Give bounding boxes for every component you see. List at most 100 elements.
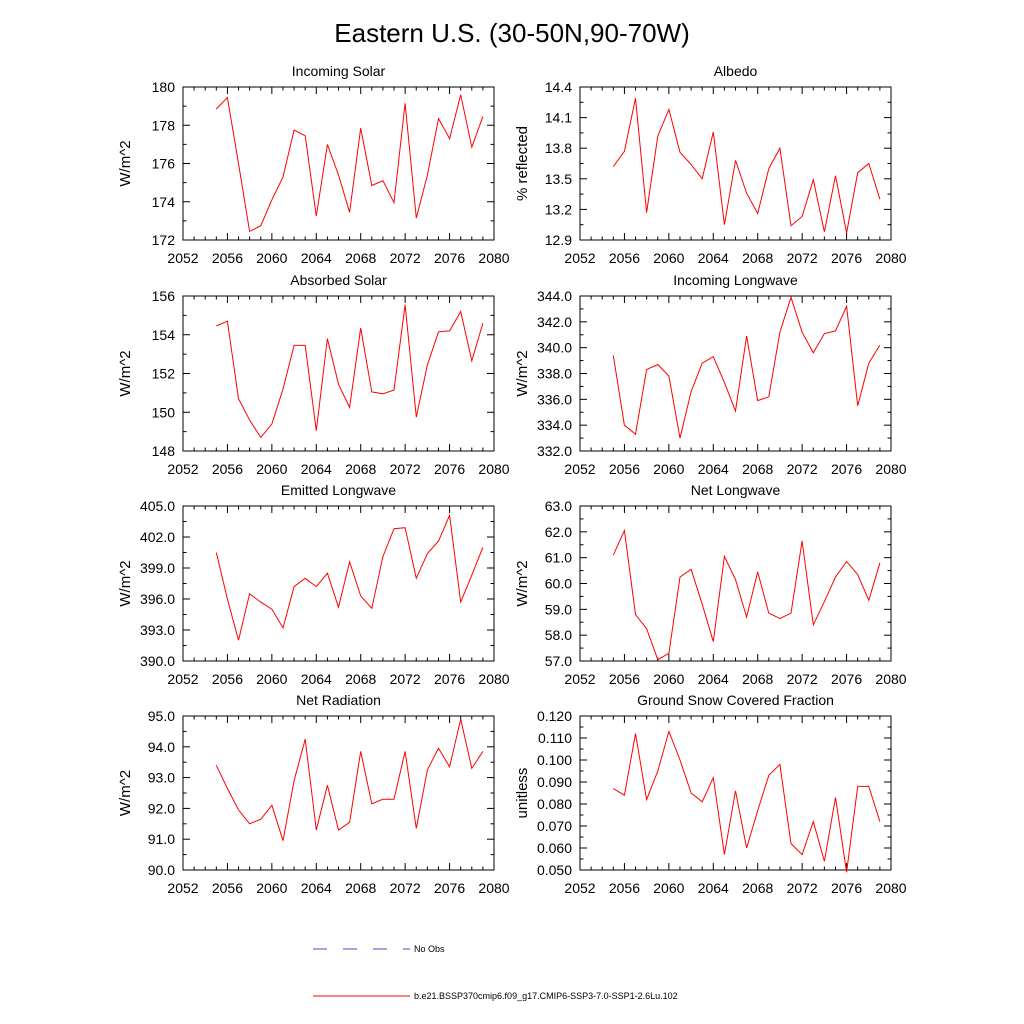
series-line	[612, 98, 881, 233]
panel-title: Ground Snow Covered Fraction	[637, 692, 834, 708]
y-tick-label: 148	[152, 443, 176, 459]
y-tick-label: 90.0	[148, 862, 175, 878]
y-tick-label: 61.0	[545, 550, 572, 566]
y-axis-label: W/m^2	[514, 350, 531, 396]
x-tick-label: 2056	[609, 461, 640, 477]
y-tick-label: 334.0	[537, 417, 572, 433]
x-tick-label: 2052	[564, 250, 595, 266]
x-tick-label: 2064	[698, 461, 729, 477]
y-tick-label: 340.0	[537, 340, 572, 356]
y-tick-label: 95.0	[148, 708, 175, 724]
x-tick-label: 2068	[742, 671, 773, 687]
y-tick-label: 12.9	[545, 232, 572, 248]
series-line	[612, 528, 881, 661]
panel-title: Net Longwave	[691, 482, 781, 498]
panel-1: Incoming Solar W/m^2 2052 2056 2060 2064 2068 2…	[117, 63, 510, 266]
panels: Incoming Solar W/m^2 2052 2056 2060 2064 2068 2…	[117, 63, 907, 896]
legend-label-model: b.e21.BSSP370cmip6.f09_g17.CMIP6-SSP3-7.…	[414, 991, 678, 1001]
plot-frame	[182, 505, 495, 662]
y-tick-label: 93.0	[148, 770, 175, 786]
y-tick-label: 332.0	[537, 443, 572, 459]
y-tick-label: 174	[152, 194, 176, 210]
x-tick-label: 2052	[167, 880, 198, 896]
y-tick-label: 0.060	[537, 840, 572, 856]
x-tick-label: 2060	[653, 461, 684, 477]
x-tick-label: 2064	[698, 880, 729, 896]
y-tick-label: 58.0	[545, 627, 572, 643]
series-line	[612, 295, 881, 439]
x-tick-label: 2080	[478, 671, 509, 687]
x-tick-label: 2080	[875, 880, 906, 896]
x-tick-label: 2056	[609, 671, 640, 687]
x-tick-label: 2068	[345, 671, 376, 687]
y-axis-label: unitless	[514, 768, 531, 819]
x-tick-label: 2076	[831, 880, 862, 896]
y-tick-label: 0.050	[537, 862, 572, 878]
x-tick-label: 2060	[256, 880, 287, 896]
panel-title: Incoming Longwave	[673, 272, 798, 288]
y-tick-label: 342.0	[537, 314, 572, 330]
y-tick-label: 152	[152, 366, 176, 382]
y-axis-label: W/m^2	[117, 770, 134, 816]
x-tick-label: 2064	[301, 880, 332, 896]
x-tick-label: 2060	[653, 250, 684, 266]
x-tick-label: 2080	[875, 461, 906, 477]
y-tick-label: 0.110	[538, 730, 572, 746]
y-tick-label: 59.0	[545, 601, 572, 617]
series-line	[215, 94, 484, 233]
plot-frame	[579, 505, 892, 662]
x-tick-label: 2072	[390, 880, 421, 896]
x-tick-label: 2052	[564, 671, 595, 687]
x-tick-label: 2056	[609, 880, 640, 896]
y-tick-label: 0.070	[537, 818, 572, 834]
series-line	[613, 729, 881, 873]
y-tick-label: 57.0	[545, 653, 572, 669]
x-tick-label: 2072	[787, 250, 818, 266]
y-tick-label: 13.5	[545, 171, 572, 187]
x-tick-label: 2060	[256, 461, 287, 477]
y-tick-label: 60.0	[545, 576, 572, 592]
panel-8: Ground Snow Covered Fraction unitless 2052…	[514, 692, 907, 896]
x-tick-label: 2064	[301, 671, 332, 687]
x-tick-label: 2076	[434, 461, 465, 477]
plot-frame	[579, 295, 892, 452]
y-tick-label: 393.0	[140, 622, 175, 638]
y-tick-label: 14.1	[545, 110, 572, 126]
y-tick-label: 399.0	[140, 560, 175, 576]
x-tick-label: 2052	[564, 880, 595, 896]
x-tick-label: 2080	[875, 250, 906, 266]
x-tick-label: 2080	[875, 671, 906, 687]
x-tick-label: 2052	[167, 671, 198, 687]
y-tick-label: 91.0	[148, 831, 175, 847]
x-tick-label: 2064	[301, 461, 332, 477]
x-tick-label: 2064	[301, 250, 332, 266]
y-tick-label: 338.0	[537, 366, 572, 382]
x-tick-label: 2072	[390, 250, 421, 266]
x-tick-label: 2052	[167, 461, 198, 477]
y-axis-label: W/m^2	[117, 560, 134, 606]
y-tick-label: 92.0	[148, 800, 175, 816]
x-tick-label: 2060	[256, 671, 287, 687]
x-tick-label: 2068	[345, 461, 376, 477]
x-tick-label: 2076	[434, 880, 465, 896]
y-tick-label: 62.0	[545, 524, 572, 540]
panel-4: Incoming Longwave W/m^2 2052 2056 2060 2064 20…	[514, 272, 907, 477]
x-tick-label: 2068	[742, 250, 773, 266]
figure-title: Eastern U.S. (30-50N,90-70W)	[334, 18, 689, 48]
plot-frame	[182, 295, 495, 452]
x-tick-label: 2072	[787, 880, 818, 896]
x-tick-label: 2072	[390, 671, 421, 687]
y-tick-label: 396.0	[140, 591, 175, 607]
x-tick-label: 2056	[212, 880, 243, 896]
y-tick-label: 13.8	[545, 140, 572, 156]
y-tick-label: 402.0	[140, 529, 175, 545]
x-tick-label: 2072	[390, 461, 421, 477]
y-tick-label: 0.090	[537, 774, 572, 790]
x-tick-label: 2076	[831, 250, 862, 266]
y-tick-label: 63.0	[545, 498, 572, 514]
x-tick-label: 2064	[698, 250, 729, 266]
y-axis-label: W/m^2	[514, 560, 531, 606]
x-tick-label: 2076	[434, 250, 465, 266]
x-tick-label: 2068	[345, 250, 376, 266]
x-tick-label: 2068	[742, 461, 773, 477]
